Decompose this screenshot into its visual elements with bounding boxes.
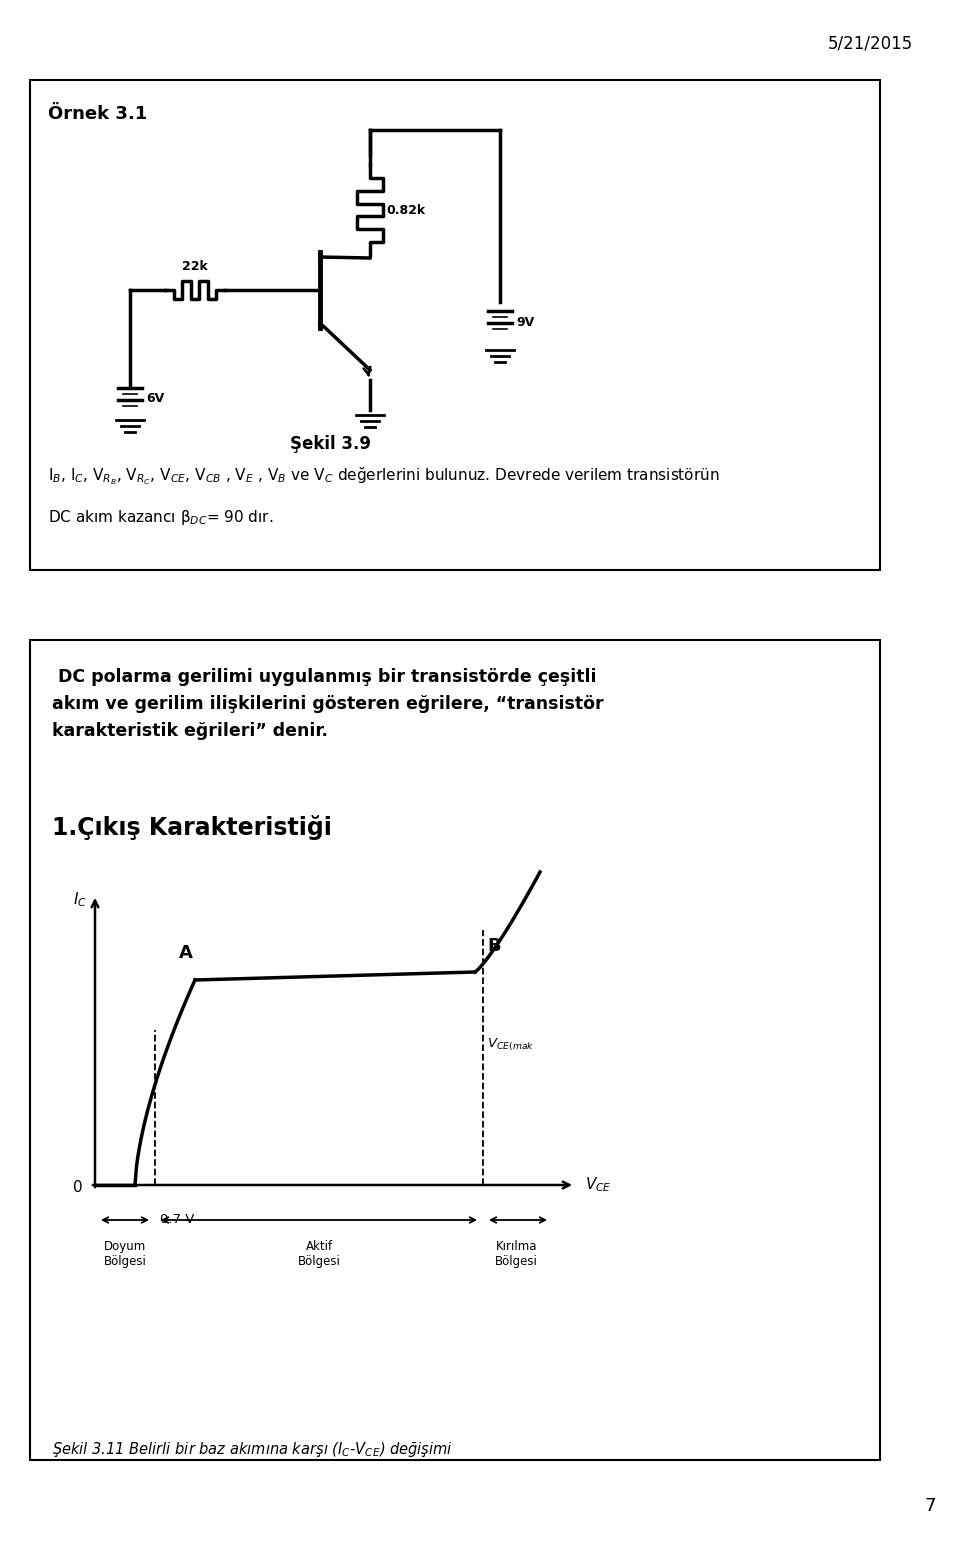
Text: 1.Çıkış Karakteristiği: 1.Çıkış Karakteristiği (52, 815, 332, 839)
Text: 5/21/2015: 5/21/2015 (828, 36, 913, 53)
Text: 0.7 V: 0.7 V (160, 1214, 194, 1226)
Text: 0.82k: 0.82k (386, 204, 425, 216)
Text: B: B (487, 937, 500, 955)
Text: A: A (179, 945, 193, 962)
Text: DC polarma gerilimi uygulanmış bir transistörde çeşitli
akım ve gerilim ilişkile: DC polarma gerilimi uygulanmış bir trans… (52, 668, 604, 741)
Text: $I_C$: $I_C$ (73, 890, 87, 909)
Text: Şekil 3.9: Şekil 3.9 (290, 434, 371, 453)
Text: 0: 0 (73, 1180, 83, 1195)
Text: $V_{CE(mak}$: $V_{CE(mak}$ (487, 1037, 535, 1053)
Text: Örnek 3.1: Örnek 3.1 (48, 105, 147, 124)
Text: I$_B$, I$_C$, V$_{R_B}$, V$_{R_C}$, V$_{CE}$, V$_{CB}$ , V$_E$ , V$_B$ ve V$_C$ : I$_B$, I$_C$, V$_{R_B}$, V$_{R_C}$, V$_{… (48, 465, 720, 487)
Text: DC akım kazancı β$_{DC}$= 90 dır.: DC akım kazancı β$_{DC}$= 90 dır. (48, 509, 274, 527)
Text: $V_{CE}$: $V_{CE}$ (585, 1175, 612, 1195)
Text: Şekil 3.11 Belirli bir baz akımına karşı (I$_C$-V$_{CE}$) değişimi: Şekil 3.11 Belirli bir baz akımına karşı… (52, 1439, 453, 1459)
Text: 6V: 6V (146, 393, 164, 405)
Text: 7: 7 (924, 1497, 936, 1515)
Text: 22k: 22k (182, 260, 208, 274)
Bar (30, 80, 880, 570)
Text: Doyum
Bölgesi: Doyum Bölgesi (104, 1240, 147, 1268)
Text: 9V: 9V (516, 315, 535, 328)
Text: Kırılma
Bölgesi: Kırılma Bölgesi (495, 1240, 538, 1268)
Bar (30, 640, 880, 1459)
Text: Aktif
Bölgesi: Aktif Bölgesi (298, 1240, 341, 1268)
